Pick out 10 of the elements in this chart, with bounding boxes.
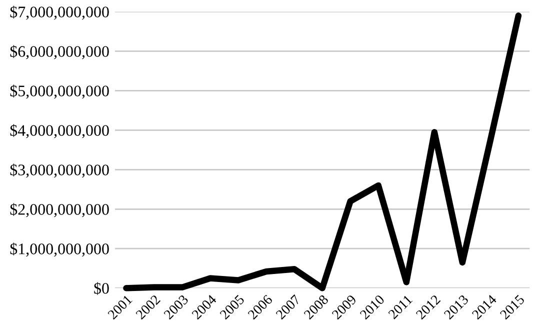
- x-tick-label: 2011: [388, 294, 413, 320]
- y-tick-label: $5,000,000,000: [10, 84, 109, 99]
- y-tick-label: $2,000,000,000: [10, 203, 109, 218]
- y-tick-label: $0: [94, 282, 109, 295]
- y-tick-label: $1,000,000,000: [10, 242, 109, 257]
- y-tick-label: $7,000,000,000: [10, 6, 109, 20]
- y-tick-label: $4,000,000,000: [10, 124, 109, 138]
- x-tick-label: 2001: [107, 294, 133, 320]
- y-tick-label: $6,000,000,000: [10, 45, 109, 60]
- y-tick-label: $3,000,000,000: [10, 164, 109, 178]
